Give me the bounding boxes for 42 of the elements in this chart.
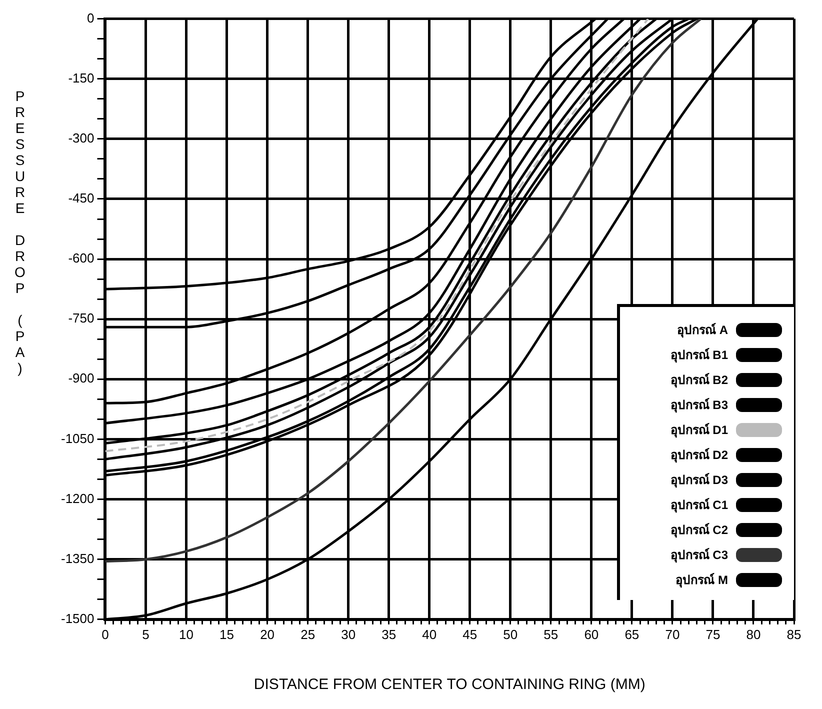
y-tick-label: -1050 <box>61 430 94 446</box>
legend-label: อุปกรณ์ C3 <box>670 547 728 564</box>
x-tick-label: 45 <box>462 626 478 642</box>
x-tick-label: 35 <box>382 626 396 642</box>
x-tick-label: 70 <box>665 626 680 642</box>
x-tick-label: 55 <box>544 626 558 642</box>
y-tick-label: -1200 <box>61 490 94 506</box>
legend-label: อุปกรณ์ C1 <box>670 497 728 514</box>
y-tick-label: -1500 <box>61 610 94 626</box>
legend-label: อุปกรณ์ M <box>676 572 728 590</box>
y-axis-title: PRESSURE DROP (PA) <box>11 88 29 376</box>
x-tick-label: 65 <box>624 626 640 642</box>
y-tick-label: -450 <box>68 190 94 206</box>
x-tick-label: 85 <box>786 626 802 642</box>
y-tick-label: -600 <box>68 250 94 266</box>
legend-label: อุปกรณ์ A <box>677 322 728 340</box>
x-tick-label: 20 <box>260 626 275 642</box>
y-tick-label: 0 <box>87 10 94 26</box>
x-axis-title: DISTANCE FROM CENTER TO CONTAINING RING (MM) <box>254 676 646 694</box>
x-tick-label: 40 <box>422 626 437 642</box>
x-tick-label: 25 <box>300 626 316 642</box>
y-tick-label: -900 <box>68 370 94 386</box>
x-tick-label: 5 <box>142 626 150 642</box>
legend-label: อุปกรณ์ D3 <box>670 472 728 490</box>
legend-label: อุปกรณ์ B3 <box>670 397 728 414</box>
x-tick-label: 30 <box>341 626 356 642</box>
legend-label: อุปกรณ์ D2 <box>670 447 728 464</box>
y-tick-label: -1350 <box>61 550 94 566</box>
x-tick-label: 75 <box>706 626 720 642</box>
legend-label: อุปกรณ์ B1 <box>670 347 728 364</box>
x-tick-label: 15 <box>220 626 234 642</box>
x-tick-label: 80 <box>746 626 761 642</box>
x-tick-label: 10 <box>179 626 194 642</box>
legend-label: อุปกรณ์ B2 <box>670 372 728 390</box>
y-tick-label: -750 <box>68 310 94 326</box>
x-tick-label: 50 <box>503 626 518 642</box>
y-tick-label: -150 <box>68 70 94 86</box>
legend-label: อุปกรณ์ C2 <box>670 522 728 540</box>
x-tick-label: 60 <box>584 626 599 642</box>
legend-label: อุปกรณ์ D1 <box>670 422 728 440</box>
x-tick-label: 0 <box>102 626 109 642</box>
y-tick-label: -300 <box>68 130 94 146</box>
